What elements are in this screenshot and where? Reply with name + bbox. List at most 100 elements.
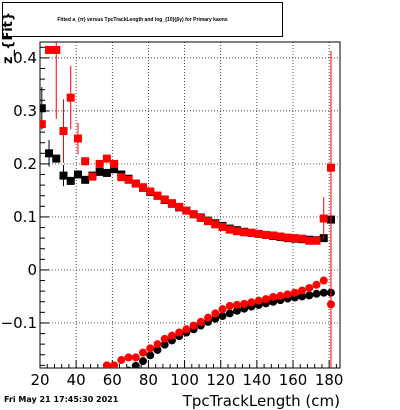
data-point [153,191,162,200]
data-point [81,157,90,166]
data-point [290,234,299,243]
data-point [40,104,46,113]
data-point [73,170,82,179]
data-point [261,230,270,239]
data-point [269,292,278,301]
data-point [124,175,133,184]
data-point [117,173,126,182]
data-point [319,276,328,285]
data-point [247,298,256,307]
data-point [204,217,213,226]
x-tick-label: 40 [67,371,86,389]
data-point [218,312,227,321]
data-point [232,300,241,309]
data-point [124,353,133,362]
data-series-3 [102,214,335,368]
data-point [225,225,234,234]
data-point [211,309,220,318]
data-point [312,236,321,245]
data-point [110,361,119,368]
data-point [146,344,155,353]
chart-title: Fitted a_{π} versus TpcTrackLength and l… [2,2,283,37]
x-tick-label: 120 [206,371,235,389]
data-point [305,291,314,300]
data-point [95,159,104,168]
data-point [189,210,198,219]
data-point [298,292,307,301]
data-point [59,171,68,180]
data-point [261,295,270,304]
data-point [276,232,285,241]
data-point [153,345,162,354]
data-point [45,45,54,54]
y-tick-label: 0.2 [13,155,37,173]
data-point [102,168,111,177]
y-tick-label: 0.4 [13,49,37,67]
y-axis-label: z_{Fit} [1,12,16,64]
data-point [247,228,256,237]
data-point [225,301,234,310]
data-point [125,366,132,368]
data-point [131,179,140,188]
data-point [232,306,241,315]
data-point [52,154,61,163]
data-point [319,214,328,223]
data-point [153,340,162,349]
data-point [139,357,148,366]
data-point [312,280,321,289]
data-point [240,228,249,237]
data-point [298,286,307,295]
data-point [326,163,335,172]
data-point [167,199,176,208]
data-point [160,340,169,349]
data-point [319,288,328,297]
x-axis-label: TpcTrackLength (cm) [182,392,340,410]
data-point [298,234,307,243]
y-tick-label: −0.1 [1,314,37,332]
data-point [182,325,191,334]
data-point [139,348,148,357]
data-point [218,222,227,231]
data-point [40,120,46,129]
data-point [110,165,119,174]
data-point [110,159,119,168]
data-point [102,361,111,368]
x-tick-label: 160 [279,371,308,389]
data-point [305,283,314,292]
y-tick-label: 0.3 [13,102,37,120]
data-point [175,328,184,337]
x-tick-label: 100 [170,371,199,389]
data-point [283,233,292,242]
data-point [146,351,155,360]
data-point [131,353,140,362]
data-point [276,291,285,300]
data-point [312,289,321,298]
y-tick-label: 0 [27,261,37,279]
y-tick-label: 0.1 [13,208,37,226]
x-tick-label: 80 [139,371,158,389]
x-tick-label: 140 [243,371,272,389]
data-point [283,290,292,299]
data-point [167,331,176,340]
data-point [139,183,148,192]
data-series-2 [125,288,335,368]
data-point [66,176,75,185]
data-point [232,227,241,236]
data-point [225,309,234,318]
data-point [73,134,82,143]
data-point [102,154,111,163]
plot-frame [39,41,341,369]
data-point [160,334,169,343]
data-point [305,236,314,245]
data-point [88,172,97,181]
data-point [290,288,299,297]
data-point [211,220,220,229]
x-tick-label: 20 [30,371,49,389]
data-point [218,305,227,314]
data-point [95,167,104,176]
data-point [196,317,205,326]
data-point [146,187,155,196]
data-point [189,321,198,330]
data-point [326,300,335,309]
data-point [254,229,263,238]
